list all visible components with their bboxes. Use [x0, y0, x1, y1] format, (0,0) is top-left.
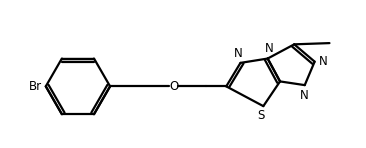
Text: S: S: [257, 109, 265, 122]
Text: N: N: [234, 47, 242, 60]
Text: O: O: [169, 80, 178, 93]
Text: N: N: [300, 89, 309, 102]
Text: N: N: [319, 55, 328, 68]
Text: N: N: [265, 42, 273, 56]
Text: Br: Br: [29, 80, 42, 93]
